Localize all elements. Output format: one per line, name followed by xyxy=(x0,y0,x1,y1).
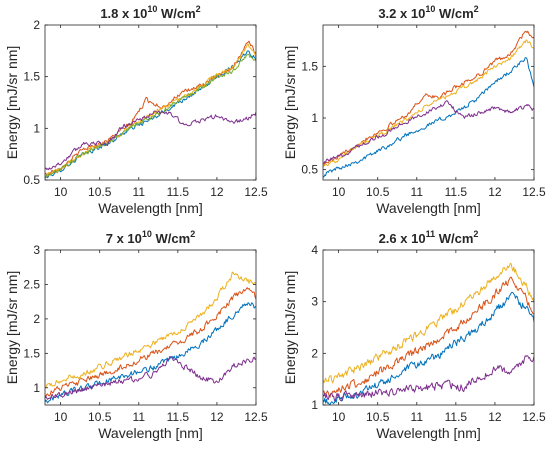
x-tick-label: 12 xyxy=(210,185,224,199)
y-tick-label: 4 xyxy=(311,243,318,257)
title-unit-exponent: 2 xyxy=(474,4,479,14)
y-tick-label: 1.5 xyxy=(23,70,40,84)
series-line-4 xyxy=(323,100,534,164)
y-tick-label: 1 xyxy=(33,121,40,135)
series-line-1 xyxy=(45,302,256,404)
y-axis-label: Energy [mJ/sr nm] xyxy=(282,46,298,160)
x-tick-label: 12.5 xyxy=(522,410,546,424)
x-tick-label: 11.5 xyxy=(445,410,468,424)
series-line-2 xyxy=(45,287,256,397)
title-unit-exponent: 2 xyxy=(473,229,478,239)
title-exponent: 11 xyxy=(426,229,436,239)
x-tick-label: 12.5 xyxy=(244,185,268,199)
x-tick-label: 10.5 xyxy=(366,185,390,199)
y-tick-label: 1 xyxy=(311,111,318,125)
series-line-4 xyxy=(45,356,256,400)
x-tick-label: 11.5 xyxy=(167,410,190,424)
x-tick-label: 10.5 xyxy=(366,410,390,424)
series-line-2 xyxy=(323,30,534,167)
title-mantissa: 3.2 x 10 xyxy=(378,6,425,21)
series-line-3 xyxy=(323,262,534,384)
x-axis-label: Wavelength [nm] xyxy=(98,200,203,216)
y-tick-label: 1 xyxy=(33,381,40,395)
x-tick-label: 11.5 xyxy=(167,185,190,199)
x-tick-label: 10.5 xyxy=(88,410,112,424)
title-exponent: 10 xyxy=(142,229,152,239)
axes-box xyxy=(322,24,535,181)
y-tick-label: 2 xyxy=(33,18,40,32)
x-tick-label: 12 xyxy=(488,410,502,424)
y-tick-label: 1.5 xyxy=(23,346,40,360)
panel-title: 7 x 1010 W/cm2 xyxy=(106,229,195,246)
x-tick-label: 12 xyxy=(210,410,224,424)
y-tick-label: 1.5 xyxy=(301,59,318,73)
x-axis-label: Wavelength [nm] xyxy=(376,200,481,216)
y-axis-label: Energy [mJ/sr nm] xyxy=(4,271,20,385)
x-tick-label: 12 xyxy=(488,185,502,199)
x-tick-label: 10 xyxy=(332,185,346,199)
x-tick-label: 12.5 xyxy=(522,185,546,199)
title-unit: W/cm xyxy=(152,231,190,246)
panel-title: 3.2 x 1010 W/cm2 xyxy=(378,4,478,21)
y-tick-label: 3 xyxy=(33,243,40,257)
y-axis-label: Energy [mJ/sr nm] xyxy=(4,46,20,160)
title-exponent: 10 xyxy=(147,4,157,14)
axes-box xyxy=(322,249,535,406)
series-line-1 xyxy=(323,57,534,178)
x-tick-label: 11 xyxy=(133,410,146,424)
series-line-4 xyxy=(323,355,534,402)
y-tick-label: 1 xyxy=(311,398,318,412)
series-line-5 xyxy=(45,110,256,171)
x-tick-label: 10 xyxy=(54,185,68,199)
y-tick-label: 2 xyxy=(311,346,318,360)
title-mantissa: 2.6 x 10 xyxy=(379,231,426,246)
x-tick-label: 11 xyxy=(133,185,146,199)
title-unit: W/cm xyxy=(435,6,473,21)
x-axis-label: Wavelength [nm] xyxy=(98,425,203,441)
title-unit-exponent: 2 xyxy=(190,229,195,239)
x-tick-label: 11.5 xyxy=(445,185,468,199)
y-tick-label: 2.5 xyxy=(23,277,40,291)
title-exponent: 10 xyxy=(425,4,435,14)
title-mantissa: 7 x 10 xyxy=(106,231,142,246)
title-unit: W/cm xyxy=(435,231,473,246)
x-tick-label: 11 xyxy=(411,185,424,199)
panel-title: 2.6 x 1011 W/cm2 xyxy=(379,229,479,246)
series-line-2 xyxy=(45,40,256,176)
title-unit: W/cm xyxy=(157,6,195,21)
x-tick-label: 10 xyxy=(332,410,346,424)
series-line-2 xyxy=(323,276,534,398)
axes-box xyxy=(44,24,257,181)
axes-box xyxy=(44,249,257,406)
x-tick-label: 12.5 xyxy=(244,410,268,424)
title-unit-exponent: 2 xyxy=(196,4,201,14)
y-axis-label: Energy [mJ/sr nm] xyxy=(282,271,298,385)
x-tick-label: 10.5 xyxy=(88,185,112,199)
y-tick-label: 0.5 xyxy=(23,173,40,187)
panel-title: 1.8 x 1010 W/cm2 xyxy=(100,4,200,21)
x-axis-label: Wavelength [nm] xyxy=(376,425,481,441)
x-tick-label: 10 xyxy=(54,410,68,424)
y-tick-label: 0.5 xyxy=(301,163,318,177)
series-line-1 xyxy=(323,291,534,405)
y-tick-label: 2 xyxy=(33,312,40,326)
title-mantissa: 1.8 x 10 xyxy=(100,6,147,21)
x-tick-label: 11 xyxy=(411,410,424,424)
y-tick-label: 3 xyxy=(311,295,318,309)
series-line-4 xyxy=(45,53,256,177)
series-line-3 xyxy=(45,271,256,389)
